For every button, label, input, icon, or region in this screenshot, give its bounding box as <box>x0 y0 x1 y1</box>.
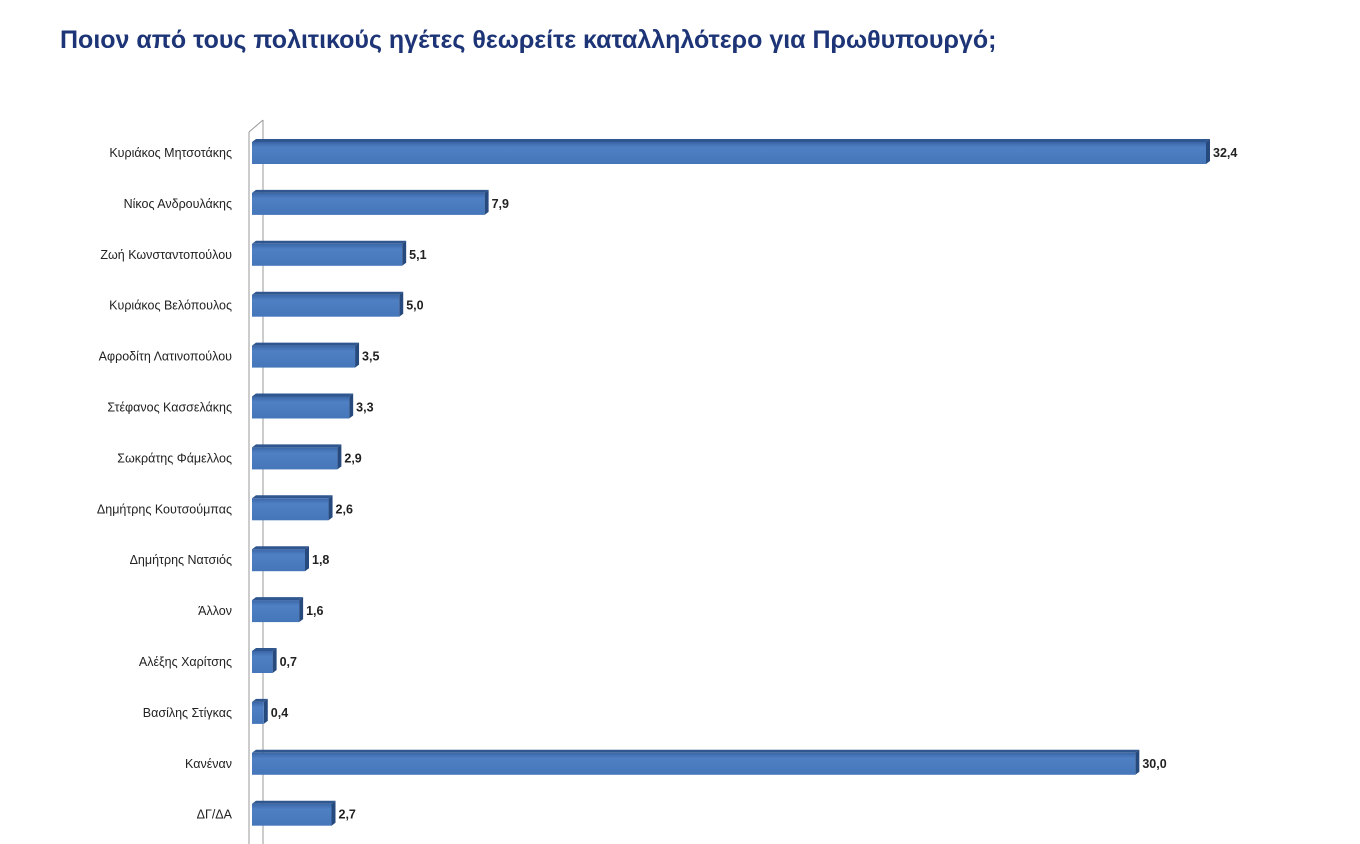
category-label: Αλέξης Χαρίτσης <box>139 655 232 669</box>
bar-row: Αφροδίτη Λατινοπούλου 3,5 <box>99 342 379 368</box>
bar-side-face <box>1135 749 1140 775</box>
data-label: 2,6 <box>336 502 353 516</box>
bar <box>252 600 300 623</box>
bar <box>252 549 305 572</box>
bar-side-face <box>305 546 309 572</box>
bar-row: Βασίλης Στίγκας 0,4 <box>143 698 288 724</box>
bar <box>252 294 400 317</box>
category-label: Δημήτρης Κουτσούμπας <box>97 502 232 516</box>
bar-top-face <box>252 495 333 499</box>
chart-title: Ποιον από τους πολιτικούς ηγέτες θεωρείτ… <box>60 26 997 54</box>
bar-row: Κυριάκος Μητσοτάκης 32,4 <box>109 139 1237 164</box>
category-label: Βασίλης Στίγκας <box>143 706 232 720</box>
bar-row: Ζωή Κωνσταντοπούλου 5,1 <box>100 240 427 266</box>
category-label: Άλλον <box>198 604 232 618</box>
bar-top-face <box>252 139 1210 142</box>
bar-side-face <box>484 189 489 215</box>
bar <box>252 345 356 368</box>
category-label: Νίκος Ανδρουλάκης <box>124 197 232 211</box>
bar-side-face <box>1206 139 1210 164</box>
bar-row: Αλέξης Χαρίτσης 0,7 <box>139 648 297 673</box>
bar <box>252 142 1206 164</box>
data-label: 0,4 <box>271 706 288 720</box>
bar-top-face <box>252 648 277 651</box>
bar-top-face <box>252 291 404 295</box>
bar-row: ΔΓ/ΔΑ 2,7 <box>197 800 356 826</box>
bar-top-face <box>252 444 342 448</box>
bar-side-face <box>355 342 360 368</box>
data-label: 5,1 <box>409 248 426 262</box>
bar-side-face <box>337 444 342 470</box>
data-label: 2,9 <box>344 451 361 465</box>
category-label: Κανέναν <box>185 757 232 771</box>
bar <box>252 701 264 724</box>
bar-side-face <box>272 648 277 673</box>
bar-row: Στέφανος Κασσελάκης 3,3 <box>107 393 374 419</box>
bar-top-face <box>252 342 360 346</box>
bar-row: Δημήτρης Νατσιός 1,8 <box>130 546 329 572</box>
data-label: 5,0 <box>406 299 423 313</box>
bar <box>252 752 1136 775</box>
bar-row: Σωκράτης Φάμελλος 2,9 <box>117 444 362 470</box>
bar <box>252 651 273 673</box>
bar-top-face <box>252 698 268 702</box>
category-label: Κυριάκος Μητσοτάκης <box>109 146 232 160</box>
bar-side-face <box>399 291 404 317</box>
data-label: 30,0 <box>1142 757 1166 771</box>
bar-side-face <box>299 597 304 623</box>
bar-top-face <box>252 189 489 193</box>
bar-row: Κανέναν 30,0 <box>185 749 1167 775</box>
bar-row: Κυριάκος Βελόπουλος 5,0 <box>109 291 424 317</box>
bar-side-face <box>349 393 354 419</box>
category-label: Σωκράτης Φάμελλος <box>117 451 232 465</box>
data-label: 32,4 <box>1213 146 1237 160</box>
data-label: 3,5 <box>362 350 379 364</box>
bar-side-face <box>263 698 268 724</box>
data-label: 2,7 <box>339 808 356 822</box>
bar-side-face <box>328 495 333 521</box>
bar-top-face <box>252 546 309 550</box>
bar-side-face <box>331 800 336 826</box>
bar <box>252 396 350 419</box>
data-label: 1,6 <box>306 604 323 618</box>
bar-side-face <box>402 240 407 266</box>
category-label: Δημήτρης Νατσιός <box>130 553 232 567</box>
bar-top-face <box>252 749 1140 753</box>
bar-top-face <box>252 597 304 601</box>
data-label: 3,3 <box>356 401 373 415</box>
bar-top-face <box>252 240 407 244</box>
bar <box>252 192 485 215</box>
data-label: 0,7 <box>280 655 297 669</box>
category-label: Αφροδίτη Λατινοπούλου <box>99 350 232 364</box>
data-label: 7,9 <box>492 197 509 211</box>
bar-top-face <box>252 393 354 397</box>
bar-row: Δημήτρης Κουτσούμπας 2,6 <box>97 495 353 521</box>
category-label: Στέφανος Κασσελάκης <box>107 401 232 415</box>
bar <box>252 498 329 521</box>
category-label: Ζωή Κωνσταντοπούλου <box>100 248 232 262</box>
bar <box>252 447 338 470</box>
category-label: ΔΓ/ΔΑ <box>197 808 233 822</box>
bar <box>252 803 332 826</box>
axis-wall <box>248 119 264 844</box>
bar <box>252 243 403 266</box>
bar-row: Νίκος Ανδρουλάκης 7,9 <box>124 189 509 215</box>
bar-row: Άλλον 1,6 <box>198 597 324 623</box>
bar-top-face <box>252 800 336 804</box>
data-label: 1,8 <box>312 553 329 567</box>
category-label: Κυριάκος Βελόπουλος <box>109 299 232 313</box>
